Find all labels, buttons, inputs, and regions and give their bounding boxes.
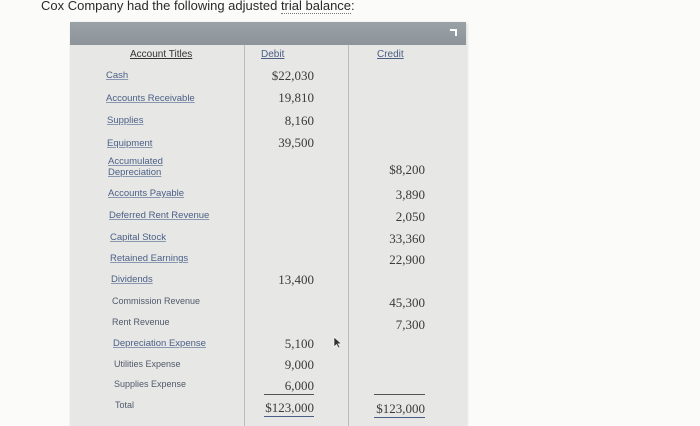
prompt-suffix: : [351, 0, 355, 13]
debit-cash: $22,030 [271, 68, 314, 83]
debit-supplies-expense: 6,000 [284, 378, 314, 393]
account-accumulated-depreciation[interactable]: Accumulated Depreciation [108, 156, 163, 178]
credit-commission-revenue: 45,300 [389, 295, 425, 310]
account-retained-earnings[interactable]: Retained Earnings [110, 253, 189, 264]
account-accounts-receivable[interactable]: Accounts Receivable [106, 93, 195, 104]
account-deferred-rent-revenue[interactable]: Deferred Rent Revenue [109, 210, 210, 221]
prompt-prefix: Cox Company had the following adjusted [41, 0, 281, 13]
account-cash[interactable]: Cash [106, 70, 129, 81]
credit-sum-rule [374, 394, 425, 395]
credit-accounts-payable: 3,890 [395, 187, 425, 202]
account-capital-stock[interactable]: Capital Stock [110, 232, 166, 243]
trial-balance-card [70, 22, 466, 426]
column-divider [244, 45, 245, 426]
account-supplies[interactable]: Supplies [107, 115, 144, 126]
debit-depreciation-expense: 5,100 [284, 336, 314, 351]
expand-corner-icon[interactable] [448, 28, 458, 38]
header-debit: Debit [261, 49, 285, 60]
question-prompt: Cox Company had the following adjusted t… [41, 0, 355, 14]
debit-total: $123,000 [265, 400, 314, 415]
credit-deferred-rent-revenue: 2,050 [395, 209, 425, 224]
credit-capital-stock: 33,360 [389, 231, 425, 246]
credit-total-underline [374, 417, 425, 418]
card-header-bar [70, 22, 466, 45]
debit-sum-rule [264, 394, 314, 395]
account-utilities-expense: Utilities Expense [114, 359, 181, 369]
credit-retained-earnings: 22,900 [389, 252, 425, 267]
account-accounts-payable[interactable]: Accounts Payable [108, 188, 185, 199]
debit-utilities-expense: 9,000 [284, 357, 314, 372]
account-depreciation-expense[interactable]: Depreciation Expense [113, 338, 206, 349]
account-dividends[interactable]: Dividends [111, 274, 153, 285]
credit-rent-revenue: 7,300 [395, 317, 425, 332]
credit-accumulated-depreciation: $8,200 [389, 162, 425, 177]
total-label: Total [115, 400, 135, 410]
account-rent-revenue: Rent Revenue [112, 317, 170, 327]
header-credit: Credit [377, 49, 404, 60]
header-account-titles: Account Titles [130, 49, 193, 60]
debit-accounts-receivable: 19,810 [278, 90, 314, 105]
debit-total-underline [264, 416, 314, 417]
mouse-pointer-icon [333, 336, 343, 349]
debit-equipment: 39,500 [278, 135, 314, 150]
trial-balance-link[interactable]: trial balance [280, 0, 352, 14]
debit-supplies: 8,160 [284, 113, 314, 128]
credit-total: $123,000 [376, 401, 425, 416]
debit-dividends: 13,400 [278, 272, 314, 287]
account-commission-revenue: Commission Revenue [112, 296, 201, 306]
account-equipment[interactable]: Equipment [107, 138, 153, 149]
account-supplies-expense: Supplies Expense [114, 379, 187, 389]
column-divider [348, 45, 349, 426]
